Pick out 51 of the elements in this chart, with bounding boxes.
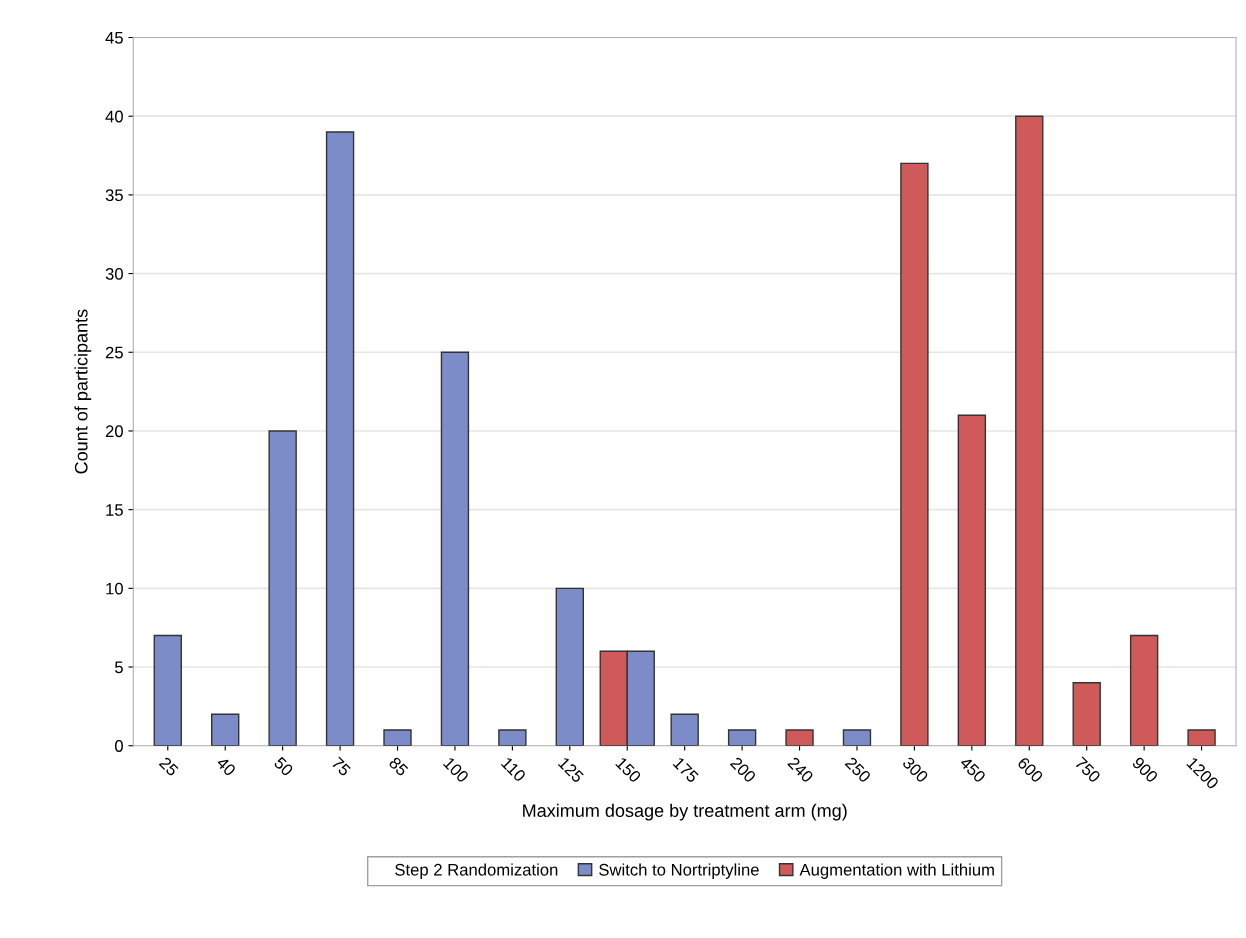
- bar: [785, 729, 814, 746]
- y-tick-label: 5: [115, 661, 123, 674]
- legend-label: Switch to Nortriptyline: [599, 863, 759, 879]
- y-axis-title: Count of participants: [74, 309, 92, 474]
- bar: [498, 729, 527, 746]
- bar: [842, 729, 872, 746]
- x-tick-label: 100: [442, 756, 470, 784]
- bar: [268, 430, 297, 746]
- y-tick-label: 15: [106, 504, 123, 516]
- x-tick-label: 150: [615, 756, 642, 784]
- legend-title: Step 2 Randomization: [395, 863, 558, 879]
- x-tick-label: 85: [388, 756, 409, 777]
- y-tick-label: 0: [114, 740, 123, 752]
- x-axis-title: Maximum dosage by treatment arm (mg): [523, 803, 847, 821]
- x-tick-label: 240: [787, 756, 815, 784]
- x-tick-label: 175: [672, 756, 700, 784]
- bar: [957, 414, 987, 746]
- x-tick-label: 250: [844, 756, 872, 784]
- bar: [211, 713, 240, 746]
- bar: [153, 634, 182, 746]
- y-tick-label: 20: [105, 425, 123, 438]
- bar: [383, 729, 412, 746]
- x-tick-label: 600: [1016, 756, 1044, 784]
- x-tick-label: 50: [273, 756, 294, 777]
- bar: [1015, 115, 1044, 746]
- y-tick-label: 45: [105, 32, 123, 44]
- x-tick-label: 300: [901, 756, 929, 784]
- y-tick-label: 35: [105, 189, 123, 202]
- x-tick-label: 750: [1074, 756, 1102, 784]
- x-tick-label: 200: [729, 756, 757, 784]
- y-tick-label: 40: [105, 110, 123, 123]
- x-tick-label: 900: [1131, 756, 1159, 784]
- bar: [325, 131, 355, 746]
- bar: [900, 162, 929, 746]
- y-tick-label: 25: [105, 346, 123, 359]
- bar: [1072, 682, 1101, 746]
- bar: [440, 351, 470, 746]
- bar: [670, 713, 699, 746]
- y-tick-label: 30: [105, 267, 123, 280]
- x-tick-label: 75: [330, 756, 352, 777]
- x-tick-label: 110: [500, 756, 527, 783]
- bar: [1187, 729, 1216, 746]
- bar: [555, 587, 585, 746]
- x-tick-label: 450: [959, 756, 987, 784]
- legend-label: Augmentation with Lithium: [799, 863, 994, 879]
- x-tick-label: 25: [158, 756, 180, 777]
- x-tick-label: 40: [215, 756, 237, 777]
- x-tick-label: 125: [557, 756, 585, 784]
- bar: [727, 729, 757, 746]
- y-tick-label: 10: [106, 582, 123, 595]
- bar: [1129, 634, 1159, 746]
